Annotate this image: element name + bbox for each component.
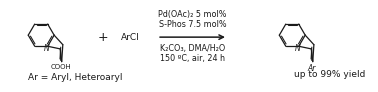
Text: +: + <box>98 31 108 44</box>
Text: Pd(OAc)₂ 5 mol%: Pd(OAc)₂ 5 mol% <box>158 10 227 19</box>
Text: N: N <box>43 44 49 53</box>
Text: 150 ºC, air, 24 h: 150 ºC, air, 24 h <box>160 54 225 63</box>
Text: K₂CO₃, DMA/H₂O: K₂CO₃, DMA/H₂O <box>160 44 225 53</box>
Text: up to 99% yield: up to 99% yield <box>294 70 365 79</box>
Text: N: N <box>294 44 300 53</box>
Text: Ar: Ar <box>308 64 316 73</box>
Text: S-Phos 7.5 mol%: S-Phos 7.5 mol% <box>159 20 226 29</box>
Text: ArCl: ArCl <box>121 33 139 42</box>
Text: Ar = Aryl, Heteroaryl: Ar = Aryl, Heteroaryl <box>28 73 123 82</box>
Text: COOH: COOH <box>51 64 71 70</box>
